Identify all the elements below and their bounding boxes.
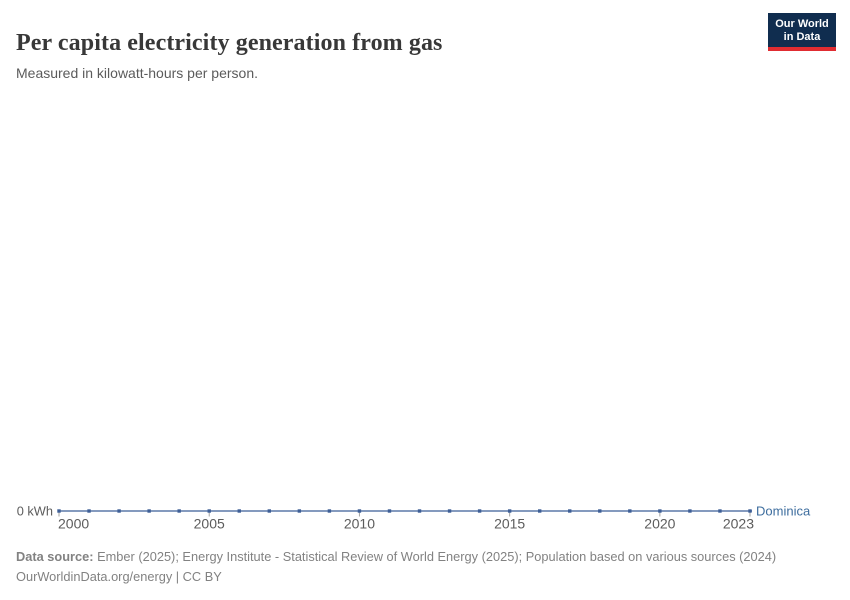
x-axis-tick-label: 2020 [644, 516, 675, 532]
x-axis-tick-label: 2000 [58, 516, 89, 532]
data-point[interactable] [658, 509, 662, 513]
x-axis-tick-label: 2010 [344, 516, 375, 532]
data-point[interactable] [237, 509, 241, 513]
data-point[interactable] [87, 509, 91, 513]
axis-generated: 2000 2005 2010 2015 2020 2023 [57, 509, 754, 532]
data-point[interactable] [507, 509, 512, 513]
data-point[interactable] [327, 509, 332, 513]
data-point[interactable] [207, 509, 211, 513]
data-point[interactable] [568, 509, 572, 513]
data-point[interactable] [267, 509, 272, 513]
data-point[interactable] [357, 509, 362, 513]
owid-logo[interactable]: Our World in Data [768, 13, 836, 51]
chart-footer: Data source: Ember (2025); Energy Instit… [16, 547, 834, 587]
data-point[interactable] [387, 509, 392, 513]
data-point[interactable] [748, 509, 752, 513]
data-point[interactable] [147, 509, 151, 513]
data-point[interactable] [537, 509, 542, 513]
y-axis-zero-label: 0 kWh [17, 504, 53, 519]
footer-link[interactable]: OurWorldinData.org/energy | CC BY [16, 569, 222, 584]
chart-subtitle: Measured in kilowatt-hours per person. [16, 65, 259, 81]
data-point[interactable] [688, 509, 692, 513]
owid-logo-line1: Our World [775, 18, 829, 30]
x-axis-tick-label: 2023 [723, 516, 754, 532]
data-point[interactable] [417, 509, 422, 513]
datasource-text: Ember (2025); Energy Institute - Statist… [93, 549, 777, 564]
x-axis-tick-label: 2015 [494, 516, 525, 532]
datasource-line: Data source: Ember (2025); Energy Instit… [16, 549, 776, 564]
owid-logo-line2: in Data [783, 31, 821, 43]
x-axis-tick-label: 2005 [194, 516, 225, 532]
data-point[interactable] [177, 509, 181, 513]
entity-label-dominica[interactable]: Dominica [756, 504, 811, 519]
data-point[interactable] [628, 509, 632, 513]
series-line-dominica[interactable] [57, 509, 752, 513]
data-point[interactable] [297, 509, 302, 513]
page-title: Per capita electricity generation from g… [16, 30, 443, 57]
data-point[interactable] [57, 509, 61, 513]
data-point[interactable] [447, 509, 452, 513]
datasource-label: Data source: [16, 549, 94, 564]
data-point[interactable] [598, 509, 602, 513]
data-point[interactable] [718, 509, 722, 513]
data-point[interactable] [117, 509, 121, 513]
axis-plot: 0 kWh 2000 2005 2010 2015 2020 2023 Dominica [17, 504, 811, 532]
data-point[interactable] [477, 509, 482, 513]
